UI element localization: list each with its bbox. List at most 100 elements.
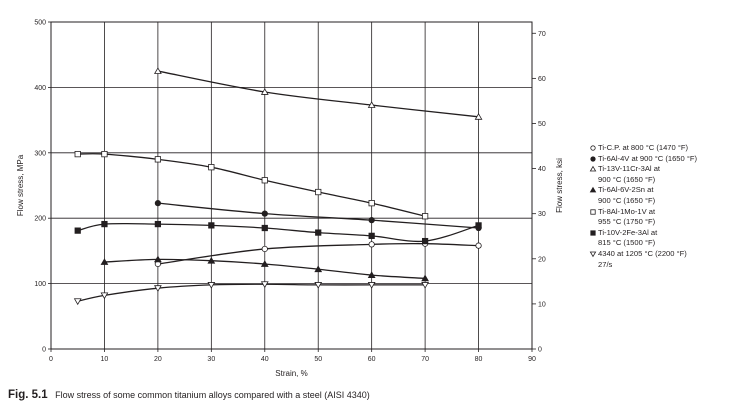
data-point-series-4 xyxy=(153,255,162,263)
data-point-series-2 xyxy=(154,200,162,207)
legend-item-7: 4340 at 1205 °C (2200 °F) 27/s xyxy=(588,249,738,270)
data-point-series-6 xyxy=(368,232,375,239)
legend-marker-symbol xyxy=(590,208,596,215)
legend-label-2: Ti-6Al-4V at 900 °C (1650 °F) xyxy=(598,153,698,163)
data-point-series-5 xyxy=(101,150,108,158)
y2-tick-label: 20 xyxy=(538,256,546,263)
legend-marker-symbol xyxy=(589,187,597,193)
data-point-series-1 xyxy=(261,245,268,253)
x-tick-label: 10 xyxy=(101,356,109,363)
data-point-series-6 xyxy=(208,222,215,229)
y2-tick-label: 50 xyxy=(538,121,546,128)
data-point-series-5 xyxy=(154,156,162,163)
legend-item-2: Ti-6Al-4V at 900 °C (1650 °F) xyxy=(588,154,738,165)
data-point-series-2 xyxy=(368,217,375,224)
x-tick-label: 50 xyxy=(314,356,322,363)
y-tick-label: 400 xyxy=(34,85,46,92)
legend-label-6: Ti-10V-2Fe-3Al at 815 °C (1500 °F) xyxy=(598,227,658,248)
x-tick-label: 70 xyxy=(421,356,429,363)
y-axis-label: Flow stress, MPa xyxy=(16,154,25,216)
x-tick-label: 30 xyxy=(207,356,215,363)
data-point-series-1 xyxy=(475,242,482,249)
data-point-series-5 xyxy=(315,188,322,196)
caption-text: Flow stress of some common titanium allo… xyxy=(55,390,370,400)
y-tick-label: 300 xyxy=(34,150,46,157)
data-point-series-5 xyxy=(261,177,268,184)
series-curves xyxy=(77,70,479,302)
legend-marker-5 xyxy=(588,207,598,216)
data-point-series-6 xyxy=(154,220,162,228)
data-point-series-7 xyxy=(421,282,430,289)
y2-tick-label: 40 xyxy=(538,166,546,173)
series-markers xyxy=(73,67,483,306)
x-tick-label: 90 xyxy=(528,356,536,363)
data-point-series-6 xyxy=(421,237,429,245)
legend-item-4: Ti-6Al-6V-2Sn at 900 °C (1650 °F) xyxy=(588,185,738,206)
y2-tick-label: 0 xyxy=(538,347,542,354)
legend-label-1: Ti-C.P. at 800 °C (1470 °F) xyxy=(598,143,689,152)
data-point-series-3 xyxy=(367,101,376,108)
x-tick-label: 80 xyxy=(475,356,483,363)
legend-marker-1 xyxy=(588,143,598,152)
y-tick-label: 0 xyxy=(42,347,46,354)
data-point-series-5 xyxy=(208,164,215,171)
y-tick-label: 100 xyxy=(34,281,46,288)
legend-marker-symbol xyxy=(589,251,597,258)
legend-marker-symbol xyxy=(590,155,596,162)
data-point-series-4 xyxy=(314,265,323,273)
legend-label-4: Ti-6Al-6V-2Sn at 900 °C (1650 °F) xyxy=(598,185,656,205)
legend-marker-shape xyxy=(589,187,597,193)
series-line-1 xyxy=(157,242,479,265)
legend-marker-shape xyxy=(589,165,597,172)
data-point-series-6 xyxy=(475,222,482,229)
y2-axis-label: Flow stress, ksi xyxy=(555,158,564,213)
legend-marker-shape xyxy=(589,251,597,258)
data-point-series-7 xyxy=(207,282,216,289)
series-line-5 xyxy=(77,153,426,217)
y-tick-label: 500 xyxy=(34,20,46,27)
legend-marker-shape xyxy=(590,208,596,215)
legend-marker-symbol xyxy=(589,165,597,172)
x-tick-label: 20 xyxy=(154,356,162,363)
legend-marker-shape xyxy=(590,155,596,162)
axis-ticks: 0 10 20 30 40 50 60 70 80 90010020030040050001020… xyxy=(34,20,546,364)
legend-marker-3 xyxy=(588,164,598,173)
figure-number: Fig. 5.1 xyxy=(8,389,48,401)
legend-marker-symbol xyxy=(590,230,596,236)
legend-label-5: Ti-8Al-1Mo-1V at 955 °C (1750 °F) xyxy=(598,206,656,227)
figure-caption: Fig. 5.1 Flow stress of some common tita… xyxy=(8,389,370,401)
legend-marker-7 xyxy=(588,249,598,258)
series-line-3 xyxy=(157,70,479,118)
data-point-series-7 xyxy=(100,292,109,300)
data-point-series-5 xyxy=(421,213,429,220)
data-point-series-7 xyxy=(153,285,162,292)
legend-marker-4 xyxy=(588,185,598,194)
series-line-7 xyxy=(77,283,426,302)
plot-frame xyxy=(50,21,533,350)
legend-item-3: Ti-13V-11Cr-3Al at 900 °C (1650 °F) xyxy=(588,164,738,185)
x-tick-label: 0 xyxy=(49,356,53,363)
legend-item-1: Ti-C.P. at 800 °C (1470 °F) xyxy=(588,143,738,154)
data-point-series-6 xyxy=(101,220,108,228)
data-point-series-4 xyxy=(100,258,109,265)
data-point-series-3 xyxy=(260,88,269,95)
x-axis-label: Strain, % xyxy=(275,369,307,378)
data-point-series-4 xyxy=(367,271,376,278)
data-point-series-6 xyxy=(261,224,268,232)
data-point-series-7 xyxy=(367,282,376,289)
legend-label-7: 4340 at 1205 °C (2200 °F) 27/s xyxy=(598,248,687,269)
data-point-series-5 xyxy=(74,150,81,158)
legend-marker-2 xyxy=(588,154,598,163)
y2-tick-label: 60 xyxy=(538,76,546,83)
data-point-series-4 xyxy=(260,260,269,267)
x-tick-label: 60 xyxy=(368,356,376,363)
legend-item-5: Ti-8Al-1Mo-1V at 955 °C (1750 °F) xyxy=(588,207,738,228)
legend-marker-shape xyxy=(590,145,596,151)
data-point-series-4 xyxy=(421,274,430,282)
series-line-2 xyxy=(157,202,479,229)
data-point-series-6 xyxy=(315,229,322,236)
data-point-series-3 xyxy=(474,113,483,120)
legend-label-3: Ti-13V-11Cr-3Al at 900 °C (1650 °F) xyxy=(598,164,661,184)
y2-tick-label: 30 xyxy=(538,211,546,218)
